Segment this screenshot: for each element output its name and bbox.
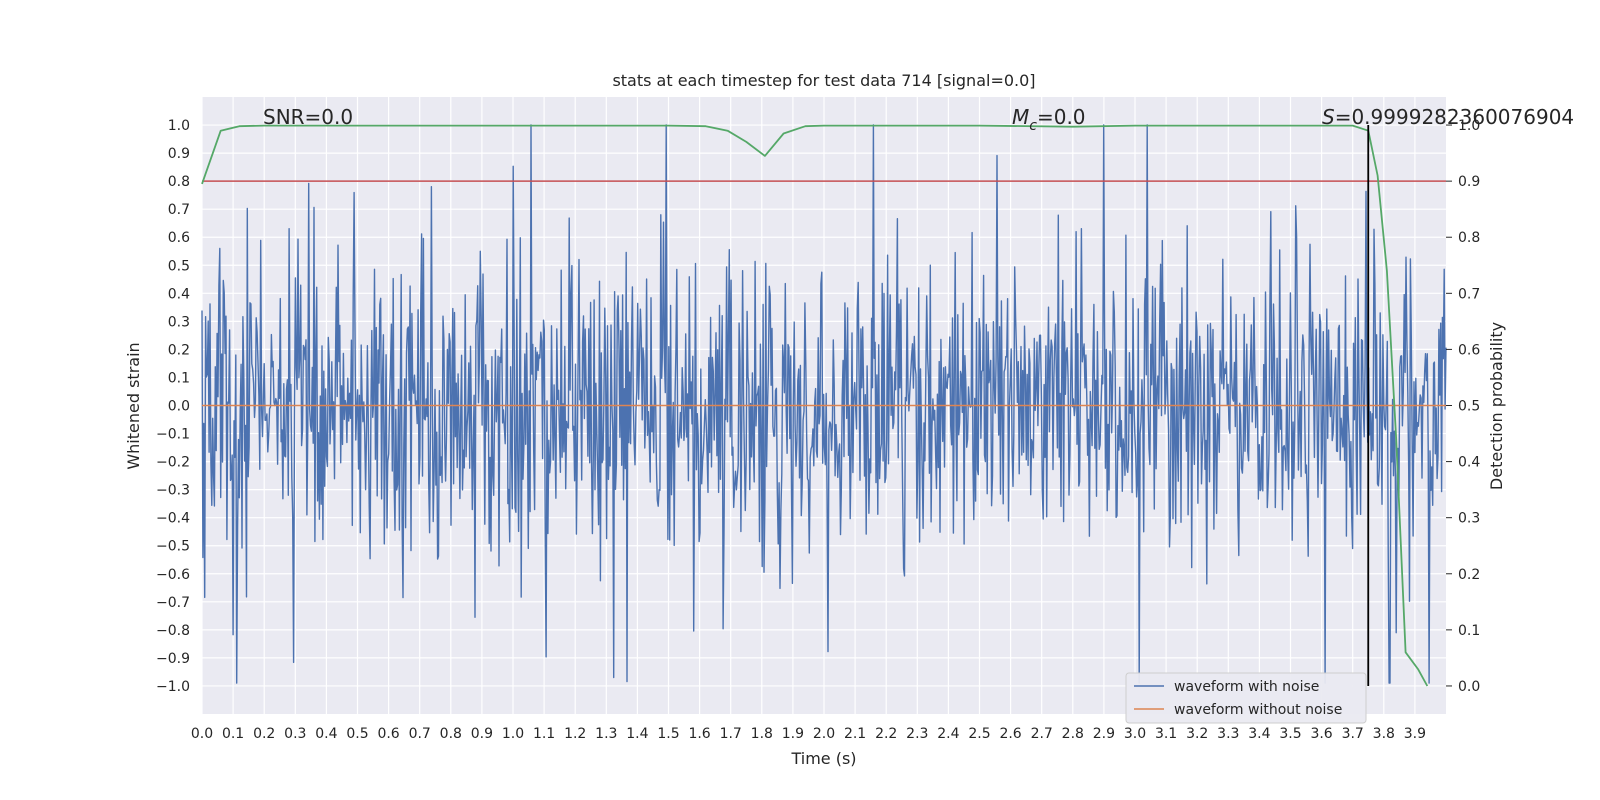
x-tick-label: 2.2 (875, 726, 897, 742)
x-tick-label: 1.7 (720, 726, 742, 742)
x-tick-label: 1.3 (595, 726, 617, 742)
waveform-with-noise-line (201, 124, 1447, 684)
x-tick-label: 3.1 (1155, 726, 1177, 742)
y-left-tick-label: 0.6 (168, 230, 190, 246)
y-right-tick-label: 0.7 (1458, 286, 1480, 302)
y-left-tick-label: −1.0 (156, 679, 190, 695)
y-right-tick-label: 0.0 (1458, 679, 1480, 695)
y-right-tick-label: 0.9 (1458, 174, 1480, 190)
mc-annotation: Mc=0.0 (1012, 105, 1086, 134)
y-left-tick-label: 0.9 (168, 146, 190, 162)
x-tick-label: 2.0 (813, 726, 835, 742)
x-tick-label: 3.9 (1404, 726, 1426, 742)
y-left-tick-label: 0.5 (168, 258, 190, 274)
x-tick-label: 0.9 (471, 726, 493, 742)
legend: waveform with noise waveform without noi… (1125, 672, 1367, 724)
chart-title: stats at each timestep for test data 714… (612, 71, 1035, 90)
x-tick-label: 3.0 (1124, 726, 1146, 742)
y-left-tick-label: 0.7 (168, 202, 190, 218)
x-tick-label: 0.5 (346, 726, 368, 742)
y-left-tick-label: 0.0 (168, 399, 190, 415)
x-tick-label: 1.1 (533, 726, 555, 742)
y-left-tick-label: −0.5 (156, 539, 190, 555)
x-tick-label: 1.9 (782, 726, 804, 742)
x-tick-label: 3.2 (1186, 726, 1208, 742)
x-tick-label: 0.3 (284, 726, 306, 742)
y-right-tick-label: 0.4 (1458, 455, 1480, 471)
legend-label-waveform-with-noise: waveform with noise (1174, 679, 1319, 695)
x-tick-label: 0.1 (222, 726, 244, 742)
y-left-tick-label: −0.3 (156, 483, 190, 499)
legend-label-waveform-without-noise: waveform without noise (1174, 702, 1342, 718)
snr-annotation: SNR=0.0 (263, 105, 353, 129)
x-tick-label: 2.5 (968, 726, 990, 742)
y-right-tick-label: 0.2 (1458, 567, 1480, 583)
x-tick-label: 2.3 (906, 726, 928, 742)
axis-ticks: 0.0 0.1 0.2 0.3 0.4 0.5 0.6 0.7 0.8 0.9 1.0 1.1 1.2 1… (156, 118, 1480, 742)
mc-subscript: c (1029, 118, 1037, 134)
x-tick-label: 2.1 (844, 726, 866, 742)
detection-probability-line (201, 124, 1429, 687)
y-left-tick-label: 0.2 (168, 342, 190, 358)
x-tick-label: 3.7 (1342, 726, 1364, 742)
y-left-tick-label: −0.6 (156, 567, 190, 583)
y-right-tick-label: 0.5 (1458, 399, 1480, 415)
y-axis-left-label: Whitened strain (124, 342, 143, 469)
y-left-tick-label: 1.0 (168, 118, 190, 134)
x-tick-label: 3.8 (1373, 726, 1395, 742)
x-tick-label: 2.4 (937, 726, 959, 742)
x-tick-label: 1.0 (502, 726, 524, 742)
x-tick-label: 3.6 (1310, 726, 1332, 742)
x-tick-label: 0.4 (315, 726, 337, 742)
mc-symbol: M (1012, 105, 1029, 129)
s-annotation: S=0.9999282360076904 (1322, 105, 1574, 129)
y-left-tick-label: 0.4 (168, 286, 190, 302)
x-tick-label: 2.6 (999, 726, 1021, 742)
waveform-with-noise-series (201, 124, 1447, 684)
x-tick-label: 3.3 (1217, 726, 1239, 742)
overlay-lines (201, 124, 1446, 687)
x-tick-label: 0.6 (377, 726, 399, 742)
s-symbol: S (1322, 105, 1335, 129)
y-right-tick-label: 0.1 (1458, 623, 1480, 639)
legend-box (1125, 672, 1367, 724)
y-right-tick-label: 0.6 (1458, 342, 1480, 358)
x-tick-label: 2.7 (1031, 726, 1053, 742)
x-tick-label: 2.8 (1062, 726, 1084, 742)
y-left-tick-label: −0.7 (156, 595, 190, 611)
x-tick-label: 1.6 (688, 726, 710, 742)
y-left-tick-label: −0.8 (156, 623, 190, 639)
x-tick-label: 2.9 (1093, 726, 1115, 742)
x-tick-label: 0.7 (409, 726, 431, 742)
x-tick-label: 1.5 (657, 726, 679, 742)
y-axis-right-label: Detection probability (1487, 322, 1506, 490)
y-left-tick-label: −0.4 (156, 511, 190, 527)
y-left-tick-label: 0.1 (168, 370, 190, 386)
y-left-tick-label: 0.3 (168, 314, 190, 330)
y-left-tick-label: −0.2 (156, 455, 190, 471)
x-tick-label: 3.4 (1248, 726, 1270, 742)
y-left-tick-label: −0.1 (156, 427, 190, 443)
y-right-tick-label: 0.3 (1458, 511, 1480, 527)
y-left-tick-label: 0.8 (168, 174, 190, 190)
y-right-tick-label: 0.8 (1458, 230, 1480, 246)
x-tick-label: 0.8 (440, 726, 462, 742)
s-value: =0.9999282360076904 (1335, 105, 1574, 129)
x-tick-label: 1.2 (564, 726, 586, 742)
y-right-tick-label: 1.0 (1458, 118, 1480, 134)
x-tick-label: 1.4 (626, 726, 648, 742)
x-tick-label: 0.2 (253, 726, 275, 742)
x-tick-label: 1.8 (751, 726, 773, 742)
mc-value: =0.0 (1037, 105, 1086, 129)
x-axis-label: Time (s) (790, 749, 856, 768)
x-tick-label: 3.5 (1279, 726, 1301, 742)
x-tick-label: 0.0 (191, 726, 213, 742)
y-left-tick-label: −0.9 (156, 651, 190, 667)
